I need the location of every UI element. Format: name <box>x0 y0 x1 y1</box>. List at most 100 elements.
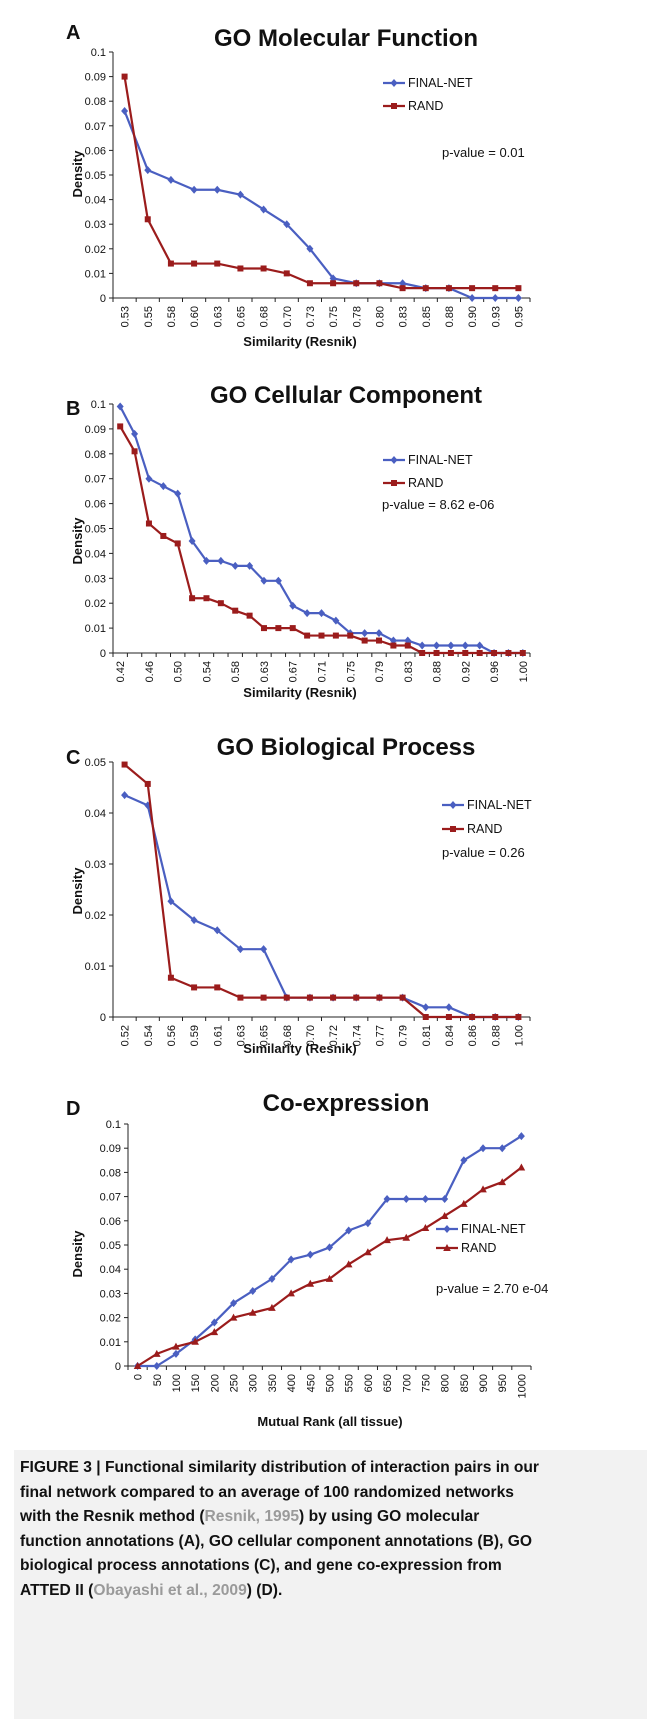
x-tick-label: 450 <box>305 1374 317 1392</box>
panel-letter-a: A <box>66 22 81 44</box>
y-tick-label: 0.04 <box>100 1264 121 1276</box>
x-tick-label: 150 <box>190 1374 202 1392</box>
data-point <box>376 994 383 1001</box>
caption-background <box>14 1450 647 1719</box>
panel-letter-c: C <box>66 747 81 769</box>
data-point <box>191 260 198 267</box>
x-tick-label: 0.84 <box>444 1025 456 1046</box>
y-tick-label: 0.02 <box>85 244 106 256</box>
citation-link[interactable]: Resnik, 1995 <box>204 1508 300 1525</box>
data-point <box>217 556 225 565</box>
x-tick-label: 0.58 <box>166 306 178 327</box>
data-point <box>174 540 181 547</box>
figure-caption: FIGURE 3 | Functional similarity distrib… <box>20 1456 620 1603</box>
x-axis-label: Similarity (Resnik) <box>243 685 356 700</box>
x-tick-label: 0.67 <box>288 661 300 682</box>
data-point <box>203 595 210 602</box>
data-point <box>190 916 198 925</box>
data-point <box>283 270 290 277</box>
data-point <box>131 448 138 455</box>
y-tick-label: 0.06 <box>100 1216 121 1228</box>
y-tick-label: 0 <box>115 1361 121 1373</box>
y-tick-label: 0 <box>100 1012 106 1024</box>
x-tick-label: 0.54 <box>201 661 213 682</box>
y-tick-label: 0.09 <box>85 424 106 436</box>
x-tick-label: 0.61 <box>212 1025 224 1046</box>
x-tick-label: 1000 <box>516 1374 528 1398</box>
legend-marker <box>450 826 456 832</box>
x-tick-label: 0.95 <box>513 306 525 327</box>
data-point <box>514 294 522 302</box>
data-point <box>345 1226 353 1235</box>
data-point <box>402 1233 411 1241</box>
x-tick-label: 300 <box>248 1374 260 1392</box>
y-tick-label: 0.02 <box>85 910 106 922</box>
data-point <box>144 780 151 787</box>
y-axis-label: Density <box>70 150 85 198</box>
x-axis-label: Similarity (Resnik) <box>243 1041 356 1056</box>
data-point <box>383 1236 391 1244</box>
data-point <box>460 1156 468 1165</box>
data-point <box>505 650 512 656</box>
data-point <box>167 897 175 906</box>
data-point <box>479 1185 487 1193</box>
data-point <box>167 260 174 267</box>
data-point <box>390 642 397 649</box>
legend-marker <box>391 480 397 486</box>
data-point <box>306 1250 314 1259</box>
panel-d: D Co-expression Mutual Rank (all tissue)… <box>0 1070 661 1445</box>
data-point <box>399 285 406 292</box>
data-point <box>498 1178 507 1186</box>
x-tick-label: 0.85 <box>421 306 433 327</box>
data-point <box>289 625 296 632</box>
data-point <box>347 632 354 639</box>
data-point <box>476 650 483 656</box>
citation-link[interactable]: Obayashi et al., 2009 <box>93 1581 247 1599</box>
y-tick-label: 0.06 <box>85 499 106 511</box>
data-point <box>326 1243 333 1252</box>
p-value-annotation: p-value = 2.70 e-04 <box>436 1281 548 1296</box>
y-tick-label: 0.08 <box>85 96 106 108</box>
x-tick-label: 0.75 <box>328 306 340 327</box>
x-tick-label: 1.00 <box>518 661 530 682</box>
legend-marker <box>390 79 398 87</box>
data-point <box>491 650 498 656</box>
data-point <box>236 190 244 199</box>
data-point <box>248 1308 257 1316</box>
data-point <box>418 641 426 650</box>
data-point <box>353 994 360 1001</box>
x-tick-label: 250 <box>229 1374 241 1392</box>
data-point <box>172 1342 180 1350</box>
data-point <box>422 285 429 292</box>
chart-a: GO Molecular Function Similarity (Resnik… <box>70 25 531 349</box>
data-point <box>117 423 124 430</box>
data-point <box>433 650 440 656</box>
x-tick-label: 0.59 <box>189 1025 201 1046</box>
legend-label: RAND <box>461 1241 496 1255</box>
data-point <box>153 1362 161 1370</box>
data-point <box>283 220 291 229</box>
y-tick-label: 0.02 <box>100 1313 121 1325</box>
data-point <box>304 632 311 639</box>
data-point <box>260 945 268 954</box>
x-tick-label: 0.58 <box>230 661 242 682</box>
panel-c: C GO Biological Process Similarity (Resn… <box>0 725 661 1070</box>
y-tick-label: 0.01 <box>85 623 106 635</box>
data-point <box>344 1260 353 1268</box>
x-tick-label: 0.90 <box>467 306 479 327</box>
data-point <box>318 632 325 639</box>
data-point <box>189 595 196 602</box>
data-point <box>275 625 282 632</box>
x-tick-label: 0.88 <box>444 306 456 327</box>
x-tick-label: 0.83 <box>398 306 410 327</box>
x-tick-label: 0.80 <box>374 306 386 327</box>
y-axis-label: Density <box>70 517 85 565</box>
data-point <box>268 1303 276 1311</box>
x-tick-label: 0.42 <box>115 661 127 682</box>
y-tick-label: 0 <box>100 293 106 305</box>
data-point <box>283 994 290 1001</box>
data-point <box>287 1289 295 1297</box>
x-tick-label: 800 <box>440 1374 452 1392</box>
y-tick-label: 0.09 <box>85 72 106 84</box>
